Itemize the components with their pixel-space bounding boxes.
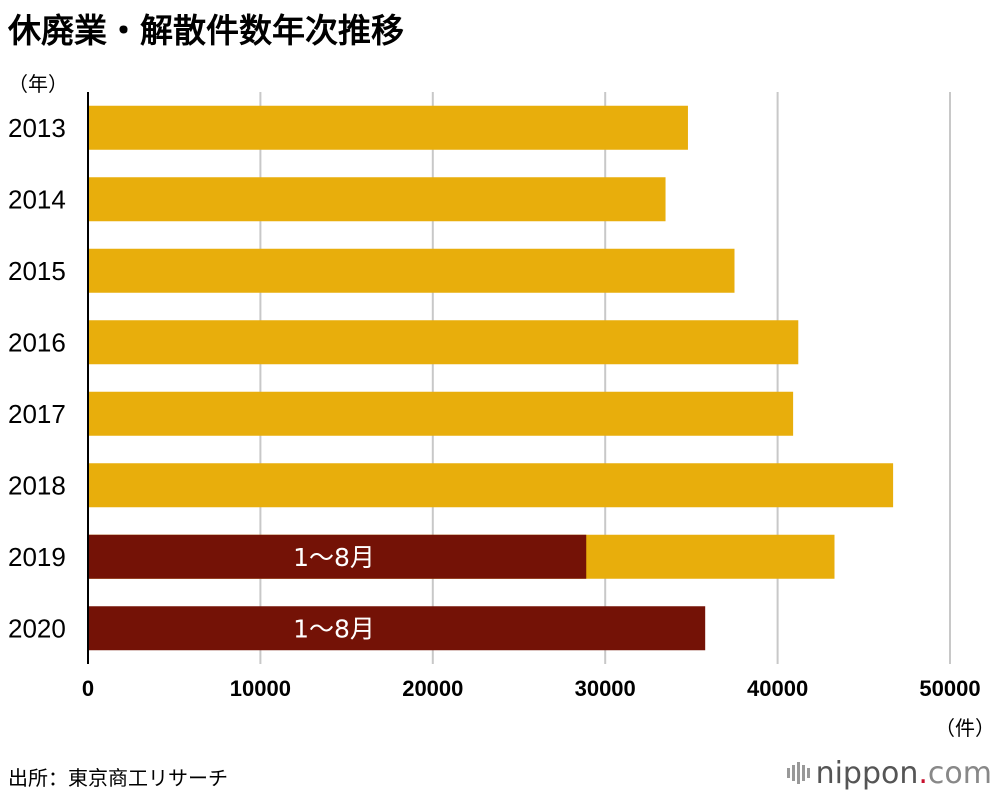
x-tick-labels: 0 10000 20000 30000 40000 50000 <box>82 676 981 701</box>
y-tick-label: 2018 <box>8 470 66 500</box>
bars: 1〜8月 1〜8月 <box>88 105 894 651</box>
x-tick-label: 20000 <box>402 676 463 701</box>
logo-name: nippon <box>815 755 919 791</box>
bar-2020-partial <box>88 606 706 651</box>
x-tick-label: 30000 <box>575 676 636 701</box>
x-tick-label: 0 <box>82 676 94 701</box>
bar-2015 <box>88 248 735 293</box>
x-tick-label: 50000 <box>919 676 980 701</box>
bar-2019-partial <box>88 534 587 579</box>
y-tick-label: 2017 <box>8 399 66 429</box>
y-tick-labels: 2013 2014 2015 2016 2017 2018 2019 2020 <box>8 113 66 644</box>
bar-2014 <box>88 177 666 222</box>
y-tick-label: 2013 <box>8 113 66 143</box>
chart-title: 休廃業・解散件数年次推移 <box>8 11 404 50</box>
y-tick-label: 2020 <box>8 613 66 643</box>
y-tick-label: 2014 <box>8 184 66 214</box>
y-axis-unit: （年） <box>8 72 68 96</box>
y-tick-label: 2019 <box>8 542 66 572</box>
x-tick-label: 10000 <box>230 676 291 701</box>
logo-tld: com <box>927 755 992 791</box>
bar-2017 <box>88 391 794 436</box>
nippon-logo: nippon. com <box>786 755 992 791</box>
x-axis-unit: （件） <box>935 716 995 740</box>
source-note: 出所：東京商工リサーチ <box>8 766 228 790</box>
logo-dot: . <box>918 755 928 791</box>
x-tick-label: 40000 <box>747 676 808 701</box>
bar-2018 <box>88 463 894 508</box>
logo-mark-icon <box>786 762 810 784</box>
y-tick-label: 2015 <box>8 256 66 286</box>
bar-label: 1〜8月 <box>293 543 375 572</box>
bar-label: 1〜8月 <box>293 614 375 643</box>
y-tick-label: 2016 <box>8 327 66 357</box>
bar-2013 <box>88 105 688 150</box>
bar-2016 <box>88 320 799 365</box>
